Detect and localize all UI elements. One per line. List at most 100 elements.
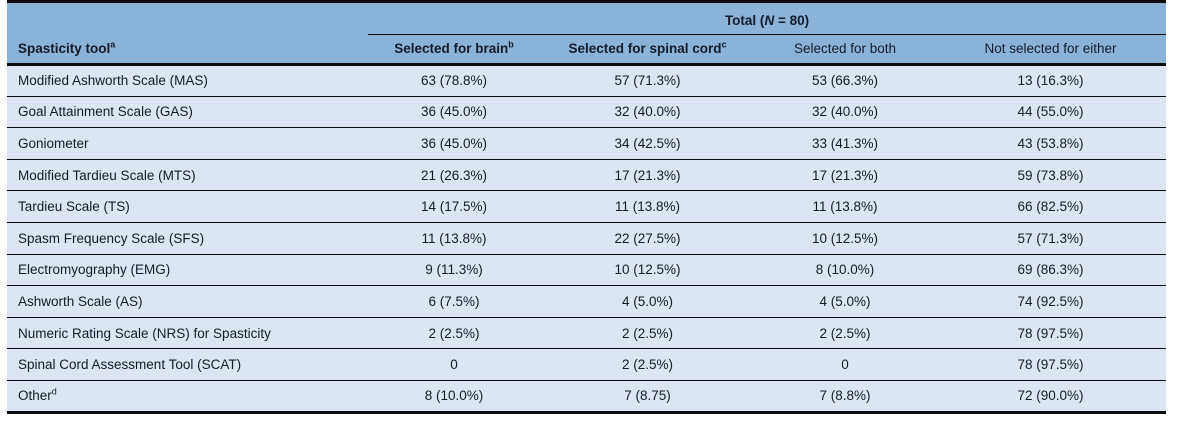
brain-value-cell: 0: [368, 348, 540, 381]
brain-value-cell: 21 (26.3%): [368, 159, 540, 192]
table-row: Spasm Frequency Scale (SFS) 11 (13.8%) 2…: [7, 222, 1167, 255]
tool-name: Goal Attainment Scale (GAS): [18, 104, 193, 120]
neither-value-cell: 59 (73.8%): [935, 159, 1167, 192]
spinal-cord-value-cell: 17 (21.3%): [540, 159, 755, 192]
table-row: Electromyography (EMG) 9 (11.3%) 10 (12.…: [7, 254, 1167, 287]
brain-value-cell: 36 (45.0%): [368, 127, 540, 160]
tool-name-cell: Otherd: [7, 380, 368, 414]
neither-value-cell: 57 (71.3%): [935, 222, 1167, 255]
neither-value-cell: 78 (97.5%): [935, 348, 1167, 381]
spinal-cord-value-cell: 32 (40.0%): [540, 96, 755, 129]
table-row: Tardieu Scale (TS) 14 (17.5%) 11 (13.8%)…: [7, 190, 1167, 223]
neither-value-cell: 69 (86.3%): [935, 254, 1167, 287]
table-row: Otherd 8 (10.0%) 7 (8.75) 7 (8.8%) 72 (9…: [7, 380, 1167, 414]
both-value-cell: 33 (41.3%): [755, 127, 935, 160]
tool-name-cell: Spasm Frequency Scale (SFS): [7, 222, 368, 255]
column-header-label: Not selected for either: [984, 41, 1117, 56]
both-value-cell: 7 (8.8%): [755, 380, 935, 414]
tool-name: Modified Ashworth Scale (MAS): [18, 73, 208, 89]
neither-value-cell: 72 (90.0%): [935, 380, 1167, 414]
tool-name-cell: Spinal Cord Assessment Tool (SCAT): [7, 348, 368, 381]
spinal-cord-value-cell: 34 (42.5%): [540, 127, 755, 160]
tool-name-cell: Ashworth Scale (AS): [7, 285, 368, 318]
both-value-cell: 8 (10.0%): [755, 254, 935, 287]
brain-value-cell: 36 (45.0%): [368, 96, 540, 129]
brain-value-cell: 11 (13.8%): [368, 222, 540, 255]
both-value-cell: 11 (13.8%): [755, 190, 935, 223]
tool-name: Spasm Frequency Scale (SFS): [18, 230, 205, 246]
column-header-label: Spasticity tool: [18, 41, 111, 56]
table-row: Ashworth Scale (AS) 6 (7.5%) 4 (5.0%) 4 …: [7, 285, 1167, 318]
table-header: Total (N = 80) Spasticity toola Selected…: [7, 1, 1167, 66]
header-spacer-cell: [7, 1, 368, 35]
column-header-label: Selected for spinal cord: [568, 41, 722, 56]
tool-name: Tardieu Scale (TS): [18, 199, 130, 215]
tool-name: Modified Tardieu Scale (MTS): [18, 167, 196, 183]
spinal-cord-value-cell: 22 (27.5%): [540, 222, 755, 255]
tool-name: Goniometer: [18, 135, 89, 151]
footnote-marker: b: [508, 39, 514, 50]
spinal-cord-value-cell: 10 (12.5%): [540, 254, 755, 287]
neither-value-cell: 66 (82.5%): [935, 190, 1167, 223]
spinal-cord-value-cell: 11 (13.8%): [540, 190, 755, 223]
tool-name-cell: Modified Tardieu Scale (MTS): [7, 159, 368, 192]
total-n-symbol: N: [764, 13, 775, 28]
brain-value-cell: 63 (78.8%): [368, 64, 540, 97]
neither-value-cell: 78 (97.5%): [935, 317, 1167, 350]
column-header-label: Selected for brain: [394, 41, 509, 56]
both-value-cell: 17 (21.3%): [755, 159, 935, 192]
spinal-cord-value-cell: 7 (8.75): [540, 380, 755, 414]
table-row: Modified Tardieu Scale (MTS) 21 (26.3%) …: [7, 159, 1167, 192]
tool-name: Electromyography (EMG): [18, 262, 171, 278]
brain-value-cell: 14 (17.5%): [368, 190, 540, 223]
total-n-header: Total (N = 80): [368, 1, 1167, 35]
brain-value-cell: 6 (7.5%): [368, 285, 540, 318]
neither-value-cell: 43 (53.8%): [935, 127, 1167, 160]
brain-value-cell: 2 (2.5%): [368, 317, 540, 350]
tool-name-cell: Goniometer: [7, 127, 368, 160]
total-label-suffix: = 80): [774, 13, 810, 28]
tool-name-cell: Numeric Rating Scale (NRS) for Spasticit…: [7, 317, 368, 350]
neither-value-cell: 74 (92.5%): [935, 285, 1167, 318]
table-row: Numeric Rating Scale (NRS) for Spasticit…: [7, 317, 1167, 350]
both-value-cell: 0: [755, 348, 935, 381]
column-header-spasticity-tool: Spasticity toola: [7, 34, 368, 66]
tool-name: Numeric Rating Scale (NRS) for Spasticit…: [18, 325, 271, 341]
column-header-selected-both: Selected for both: [755, 34, 935, 66]
table-body: Modified Ashworth Scale (MAS) 63 (78.8%)…: [7, 64, 1167, 414]
column-header-row: Spasticity toola Selected for brainb Sel…: [7, 34, 1167, 66]
tool-name-cell: Tardieu Scale (TS): [7, 190, 368, 223]
tool-name-cell: Goal Attainment Scale (GAS): [7, 96, 368, 129]
table-row: Modified Ashworth Scale (MAS) 63 (78.8%)…: [7, 64, 1167, 97]
spinal-cord-value-cell: 4 (5.0%): [540, 285, 755, 318]
column-header-not-selected-either: Not selected for either: [935, 34, 1167, 66]
both-value-cell: 4 (5.0%): [755, 285, 935, 318]
table-row: Goal Attainment Scale (GAS) 36 (45.0%) 3…: [7, 96, 1167, 129]
spasticity-tools-table: Total (N = 80) Spasticity toola Selected…: [7, 0, 1167, 414]
table-row: Goniometer 36 (45.0%) 34 (42.5%) 33 (41.…: [7, 127, 1167, 160]
spinal-cord-value-cell: 2 (2.5%): [540, 317, 755, 350]
both-value-cell: 10 (12.5%): [755, 222, 935, 255]
brain-value-cell: 9 (11.3%): [368, 254, 540, 287]
brain-value-cell: 8 (10.0%): [368, 380, 540, 414]
neither-value-cell: 44 (55.0%): [935, 96, 1167, 129]
table-row: Spinal Cord Assessment Tool (SCAT) 0 2 (…: [7, 348, 1167, 381]
spinal-cord-value-cell: 2 (2.5%): [540, 348, 755, 381]
neither-value-cell: 13 (16.3%): [935, 64, 1167, 97]
tool-name: Ashworth Scale (AS): [18, 293, 143, 309]
tool-name-cell: Modified Ashworth Scale (MAS): [7, 64, 368, 97]
total-label-prefix: Total (: [724, 13, 765, 28]
column-header-selected-spinal-cord: Selected for spinal cordc: [540, 34, 755, 66]
tool-name: Other: [18, 388, 52, 404]
both-value-cell: 2 (2.5%): [755, 317, 935, 350]
both-value-cell: 53 (66.3%): [755, 64, 935, 97]
footnote-marker: a: [110, 39, 116, 50]
column-header-selected-brain: Selected for brainb: [368, 34, 540, 66]
footnote-marker: d: [51, 386, 57, 397]
spinal-cord-value-cell: 57 (71.3%): [540, 64, 755, 97]
tool-name: Spinal Cord Assessment Tool (SCAT): [18, 357, 242, 373]
footnote-marker: c: [721, 39, 727, 50]
both-value-cell: 32 (40.0%): [755, 96, 935, 129]
column-header-label: Selected for both: [793, 41, 897, 56]
